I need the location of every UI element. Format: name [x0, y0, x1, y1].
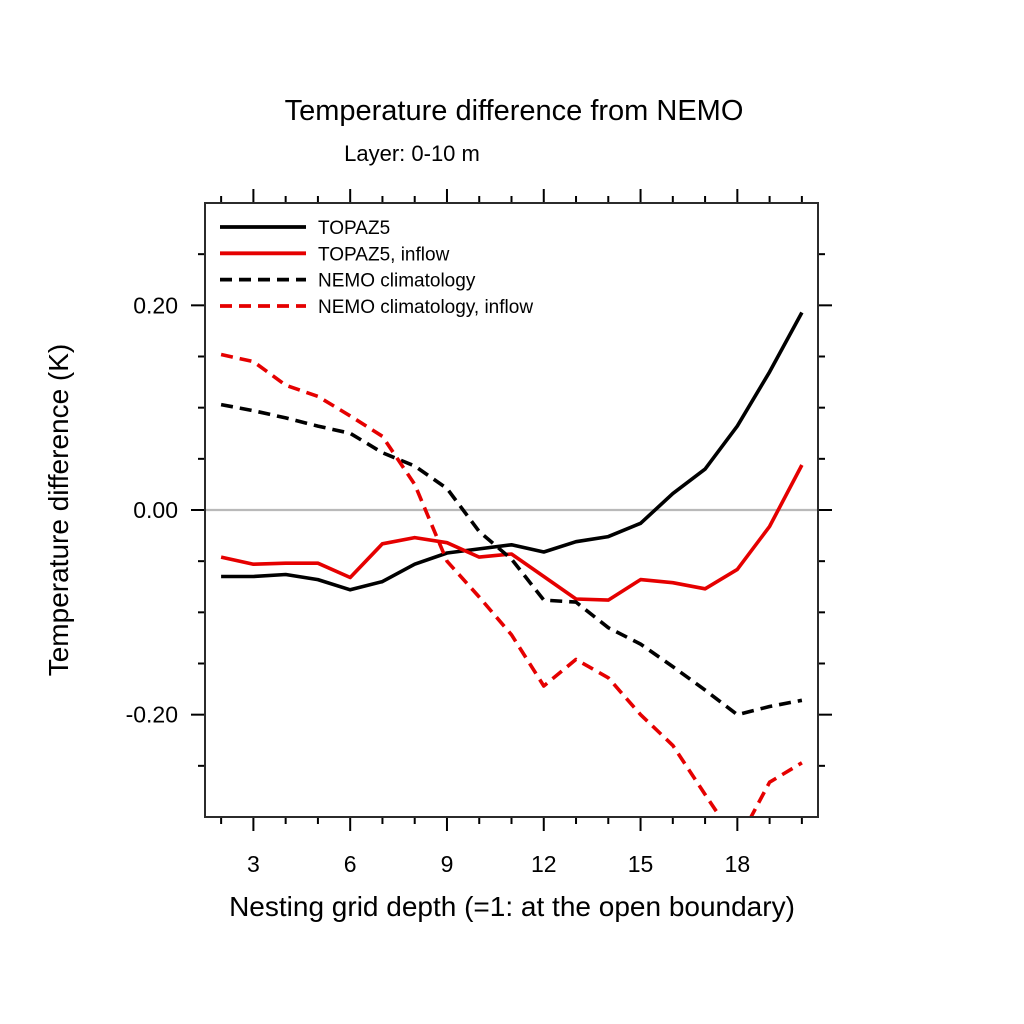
axis-ticks: [191, 189, 832, 831]
series-line-nemo-climatology-inflow: [220, 352, 803, 817]
series-line-nemo-climatology: [220, 402, 803, 717]
x-tick-label: 15: [628, 851, 654, 877]
chart-title: Temperature difference from NEMO: [285, 95, 744, 127]
chart-subtitle: Layer: 0-10 m: [344, 141, 480, 166]
x-axis-label: Nesting grid depth (=1: at the open boun…: [229, 891, 795, 922]
y-tick-label: 0.00: [133, 497, 178, 523]
series-line-topaz5: [221, 311, 804, 592]
y-axis-label: Temperature difference (K): [43, 344, 74, 677]
axis-tick-labels: 3 6 9 12 15 18 0.20 0.00 -0.20: [126, 292, 751, 877]
y-tick-label: 0.20: [133, 292, 178, 318]
x-tick-label: 9: [441, 851, 454, 877]
series-line-topaz5-inflow: [220, 464, 804, 602]
x-tick-label: 3: [247, 851, 260, 877]
legend: TOPAZ5 TOPAZ5, inflow NEMO climatology NEMO…: [220, 218, 533, 318]
legend-label-topaz5-inflow: TOPAZ5, inflow: [318, 244, 450, 265]
plot-frame: [204, 202, 819, 818]
legend-label-nemo-climatology-inflow: NEMO climatology, inflow: [318, 297, 533, 318]
data-series-group: [220, 311, 804, 817]
x-tick-label: 12: [531, 851, 557, 877]
legend-label-nemo-climatology: NEMO climatology: [318, 271, 476, 292]
y-tick-label: -0.20: [126, 702, 178, 728]
legend-label-topaz5: TOPAZ5: [318, 218, 390, 239]
x-tick-label: 6: [344, 851, 357, 877]
x-tick-label: 18: [725, 851, 751, 877]
